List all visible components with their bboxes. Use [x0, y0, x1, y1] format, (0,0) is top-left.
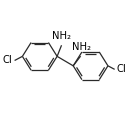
Text: Cl: Cl — [2, 56, 12, 65]
Text: Cl: Cl — [117, 64, 126, 74]
Text: NH₂: NH₂ — [52, 31, 71, 41]
Text: NH₂: NH₂ — [72, 42, 91, 52]
